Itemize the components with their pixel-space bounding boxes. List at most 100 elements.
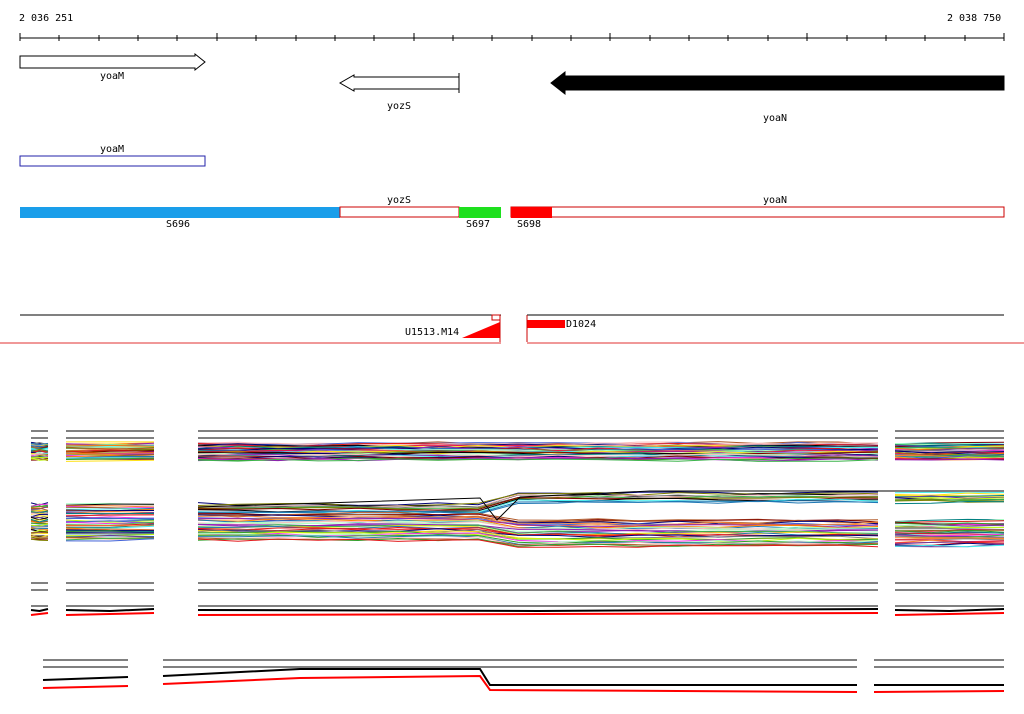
feature-gap — [501, 314, 527, 317]
profile-line — [30, 507, 49, 511]
profile-line — [30, 513, 49, 518]
profile-line — [30, 505, 49, 508]
profile-black-line — [162, 668, 857, 686]
segment-label-S698: S698 — [517, 219, 542, 230]
profile-line — [30, 523, 49, 527]
segment-S697[interactable] — [459, 207, 501, 218]
profile-line — [66, 505, 155, 508]
profile-line — [894, 544, 1005, 548]
profile-line — [30, 538, 49, 541]
profile-line — [65, 532, 155, 535]
profile-black-line — [42, 676, 129, 681]
profile-line — [30, 526, 49, 528]
gene-arrow-yoaN[interactable] — [550, 70, 1005, 96]
segment-gene-label-yoaN: yoaN — [763, 195, 788, 206]
gene-label-yoaM: yoaM — [100, 71, 125, 82]
profile-red-line — [162, 674, 858, 693]
profile-mean-line — [894, 608, 1005, 613]
profile-line — [197, 500, 879, 515]
gene-label-yozS: yozS — [387, 101, 412, 112]
profile-line — [65, 457, 155, 460]
profile-line — [65, 519, 155, 523]
feature-U1513-wedge[interactable] — [462, 322, 500, 338]
feature-marker-small — [491, 314, 501, 321]
profile-line — [894, 518, 1005, 522]
expression-profiles — [30, 430, 1005, 693]
gene-track — [19, 52, 1005, 96]
feature-track — [0, 314, 1024, 344]
profile-line — [30, 528, 49, 530]
profile-red-line — [197, 612, 879, 616]
profile-line — [894, 537, 1005, 539]
profile-red-line — [65, 612, 155, 616]
profile-line — [197, 536, 879, 546]
profile-line — [894, 458, 1005, 461]
profile-line — [894, 533, 1005, 538]
profile-line — [197, 518, 879, 529]
profile-line — [30, 458, 49, 461]
profile-line — [30, 529, 49, 533]
profile-line — [197, 528, 879, 538]
profile-red-line — [42, 685, 129, 689]
profile-line — [30, 533, 49, 535]
profile-mean-line — [197, 608, 879, 613]
profile-line — [894, 543, 1005, 548]
annotation-box-yoaM[interactable] — [19, 155, 206, 167]
profile-line — [197, 453, 879, 458]
profile-line — [65, 517, 155, 520]
gene-label-yoaN: yoaN — [763, 113, 788, 124]
profile-line — [894, 522, 1005, 526]
profile-line — [65, 510, 155, 512]
profile-line — [894, 495, 1005, 499]
segment-label-S696: S696 — [166, 219, 191, 230]
profile-line — [894, 531, 1005, 535]
segment-track — [20, 206, 1005, 218]
profile-line — [30, 527, 49, 530]
coordinate-start: 2 036 251 — [19, 13, 74, 24]
profile-line — [30, 509, 49, 512]
profile-line — [30, 450, 49, 454]
profile-line — [894, 520, 1005, 524]
feature-D1024-bar[interactable] — [527, 320, 565, 328]
coordinate-end: 2 038 750 — [947, 13, 1002, 24]
segment-outline-yoaN[interactable] — [510, 206, 1005, 218]
gene-arrow-yoaM[interactable] — [19, 52, 206, 72]
profile-line — [30, 534, 49, 538]
profile-line — [65, 453, 155, 457]
profile-line — [894, 529, 1005, 534]
profile-line — [197, 493, 879, 509]
profile-line — [30, 531, 49, 534]
profile-line — [65, 444, 155, 447]
segment-S698[interactable] — [511, 207, 552, 218]
profile-line — [65, 459, 155, 462]
profile-line — [197, 455, 879, 460]
segment-S696[interactable] — [20, 207, 340, 218]
profile-line — [30, 453, 49, 456]
feature-label-U1513: U1513.M14 — [405, 327, 460, 338]
profile-line — [197, 519, 879, 530]
feature-label-D1024: D1024 — [566, 319, 597, 330]
profile-line — [197, 534, 879, 545]
segment-outline-yozS[interactable] — [339, 206, 460, 218]
profile-line — [197, 453, 879, 458]
profile-line — [895, 528, 1005, 530]
profile-line — [197, 521, 879, 532]
profile-red-line — [873, 690, 1005, 693]
profile-line — [197, 446, 879, 451]
profile-line — [30, 520, 49, 524]
profile-line — [894, 500, 1005, 505]
profile-line — [65, 534, 155, 539]
profile-line — [65, 503, 155, 506]
profile-line — [30, 510, 49, 514]
segment-label-S697: S697 — [466, 219, 491, 230]
gene-arrow-yozS[interactable] — [338, 74, 460, 92]
profile-mean-line — [65, 608, 155, 613]
profile-line — [894, 497, 1005, 500]
profile-line — [30, 442, 49, 446]
profile-line — [65, 507, 155, 510]
profile-line — [30, 448, 49, 452]
profile-line — [65, 538, 155, 542]
profile-line — [30, 522, 49, 525]
profile-line — [894, 537, 1005, 541]
